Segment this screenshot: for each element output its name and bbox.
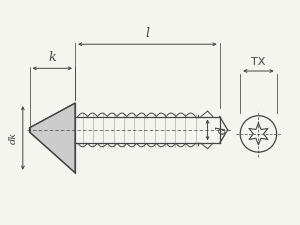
Text: TX: TX (251, 57, 266, 67)
Polygon shape (29, 103, 75, 173)
Text: l: l (145, 27, 149, 40)
Text: dk: dk (9, 132, 18, 144)
Text: k: k (49, 51, 56, 64)
Text: d: d (216, 126, 229, 134)
